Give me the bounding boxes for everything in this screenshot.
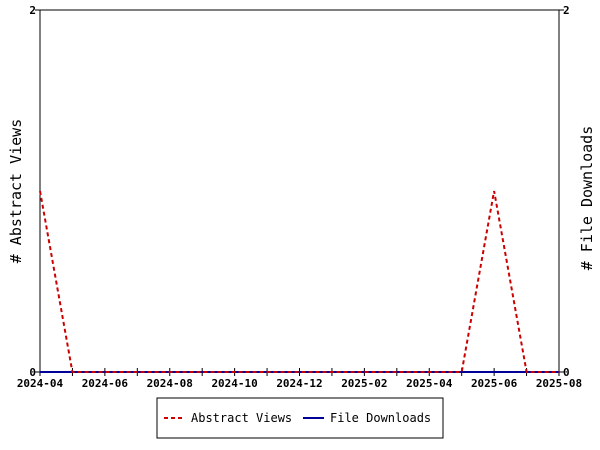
legend: Abstract Views File Downloads xyxy=(156,397,444,439)
series-line-abstract-views xyxy=(39,190,559,373)
plot-area xyxy=(39,9,560,373)
y-axis-title-right: # File Downloads xyxy=(578,126,596,271)
legend-box xyxy=(156,397,444,439)
y-tick-label-left: 0 xyxy=(29,366,36,379)
legend-label-file-downloads: File Downloads xyxy=(330,411,431,425)
x-tick-label: 2024-10 xyxy=(211,377,257,390)
x-tick-label: 2024-08 xyxy=(147,377,193,390)
legend-label-abstract-views: Abstract Views xyxy=(191,411,292,425)
y-tick-label-left: 2 xyxy=(29,4,36,17)
y-tick-label-right: 2 xyxy=(563,4,570,17)
x-tick-label: 2025-04 xyxy=(406,377,453,390)
x-tick-label: 2024-04 xyxy=(17,377,64,390)
y-axis-title-left: # Abstract Views xyxy=(7,119,25,264)
x-tick-label: 2025-08 xyxy=(536,377,582,390)
x-tick-label: 2025-06 xyxy=(471,377,518,390)
x-tick-label: 2025-02 xyxy=(341,377,387,390)
x-tick-label: 2024-12 xyxy=(276,377,322,390)
x-tick-label: 2024-06 xyxy=(82,377,129,390)
y-tick-label-right: 0 xyxy=(563,366,570,379)
